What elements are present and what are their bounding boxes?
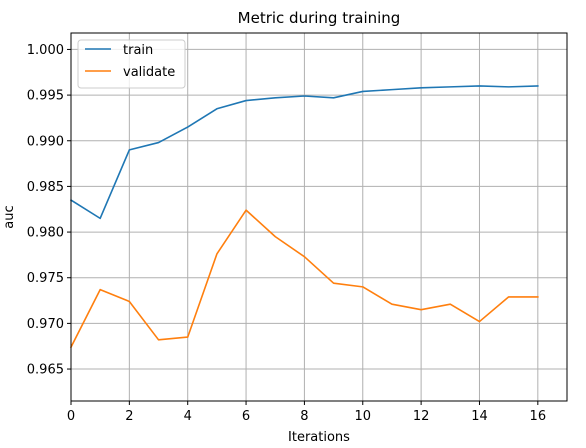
legend: train validate [77, 39, 186, 89]
y-tick-label: 1.000 [27, 43, 64, 58]
y-tick-label: 0.995 [27, 89, 64, 104]
plot-frame [70, 32, 568, 402]
legend-item-validate: validate [85, 65, 175, 80]
x-tick-label: 2 [125, 409, 133, 424]
y-tick-label: 0.970 [27, 317, 64, 332]
x-axis-label: Iterations [288, 430, 350, 445]
series-validate [69, 209, 539, 349]
x-tick-label: 0 [67, 409, 75, 424]
x-tick-label: 10 [354, 409, 371, 424]
y-tick-label: 0.980 [27, 226, 64, 241]
x-tick-label: 8 [300, 409, 308, 424]
legend-item-train: train [85, 43, 153, 58]
y-axis-label: auc [2, 205, 17, 228]
x-tick-label: 6 [242, 409, 250, 424]
x-tick-label: 16 [530, 409, 547, 424]
y-tick-label: 0.965 [27, 363, 64, 378]
x-tick-label: 4 [184, 409, 192, 424]
x-tick-label: 14 [471, 409, 488, 424]
legend-label: train [123, 43, 153, 58]
y-tick-label: 0.990 [27, 134, 64, 149]
series-train [69, 85, 539, 220]
legend-box [77, 39, 186, 89]
y-tick-label: 0.975 [27, 271, 64, 286]
grid [70, 33, 567, 401]
legend-label: validate [123, 65, 175, 80]
y-tick-label: 0.985 [27, 180, 64, 195]
series-layer [69, 85, 539, 349]
chart-title: Metric during training [238, 9, 401, 27]
x-tick-label: 12 [413, 409, 430, 424]
ticks: 0 2 4 6 8 10 12 14 16 0.965 0.970 0.975 0.980 0.985 0.… [27, 43, 546, 424]
